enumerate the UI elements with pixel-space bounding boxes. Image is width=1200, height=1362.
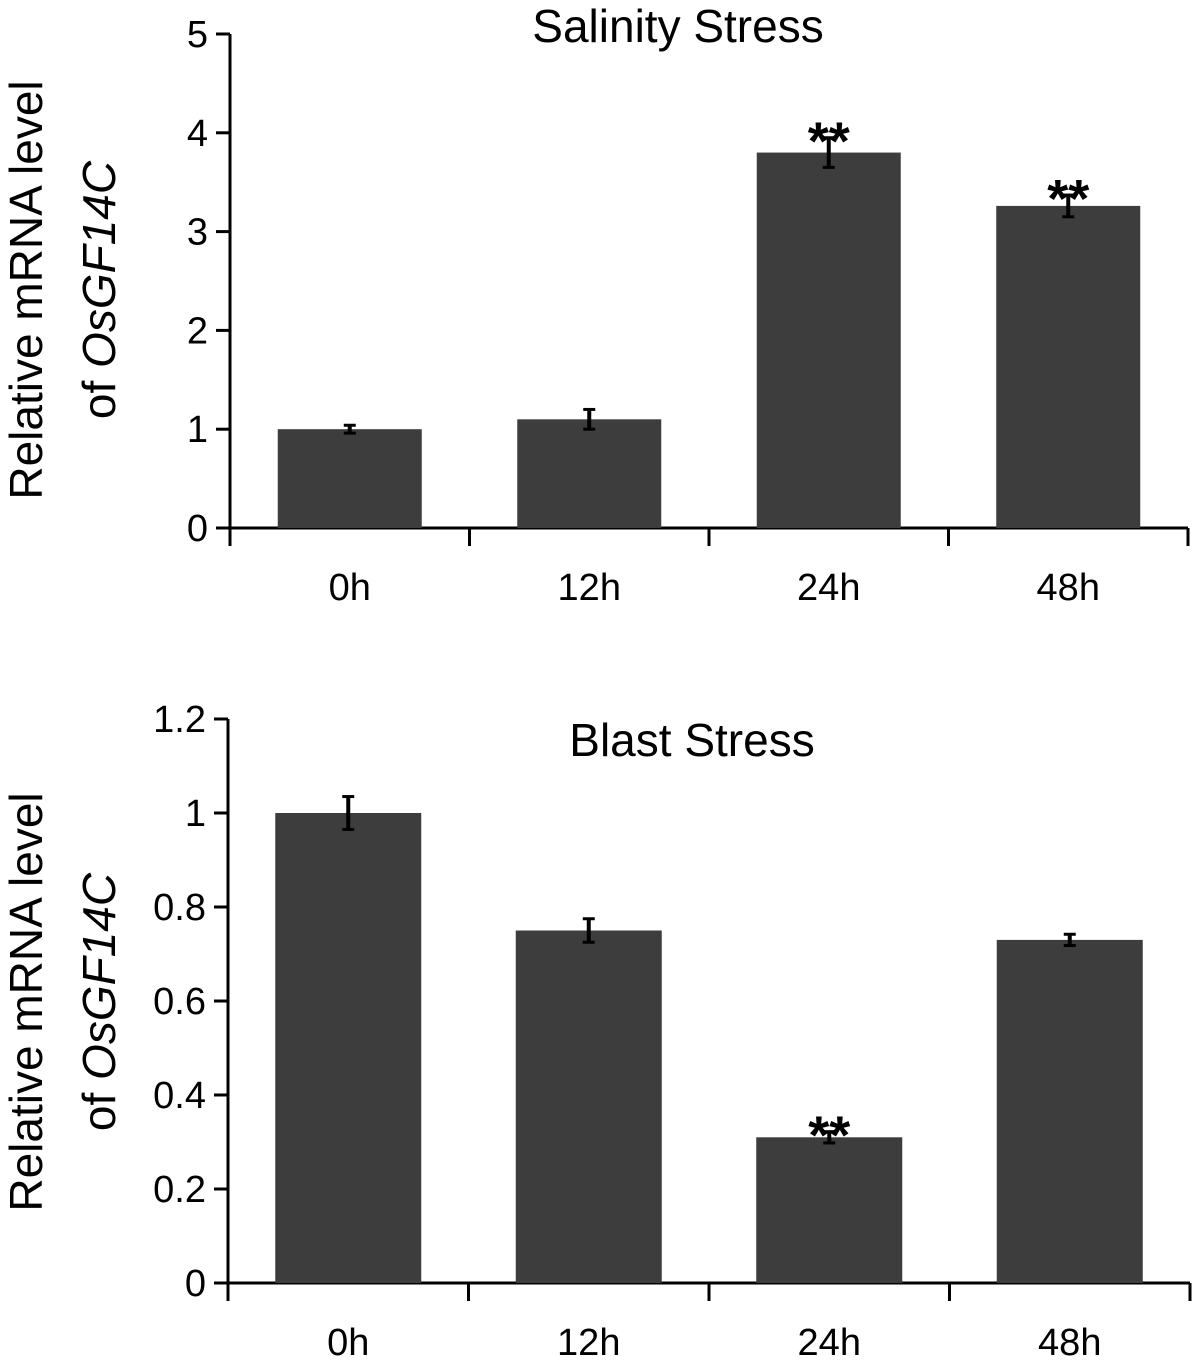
bar-12h bbox=[517, 419, 662, 528]
x-tick-label: 0h bbox=[329, 567, 371, 609]
y-axis-label-line2: of OsGF14C bbox=[73, 160, 125, 419]
y-tick-label: 0.2 bbox=[153, 1169, 206, 1211]
x-tick-label: 24h bbox=[798, 1322, 861, 1362]
bar-48h bbox=[996, 205, 1141, 529]
y-tick-label: 3 bbox=[187, 212, 208, 254]
y-tick-label: 0 bbox=[187, 508, 208, 550]
significance-marker: ** bbox=[808, 1106, 850, 1166]
y-tick-label: 1 bbox=[187, 409, 208, 451]
bar-0h bbox=[275, 813, 422, 1283]
chart-title: Blast Stress bbox=[569, 714, 814, 766]
y-tick-label: 0.8 bbox=[153, 887, 206, 929]
significance-marker: ** bbox=[808, 112, 850, 172]
y-tick-label: 1 bbox=[185, 793, 206, 835]
bar-0h bbox=[277, 429, 422, 528]
y-axis-label-gene: OsGF14C bbox=[73, 160, 125, 368]
x-tick-label: 12h bbox=[557, 1322, 620, 1362]
x-tick-label: 24h bbox=[797, 567, 860, 609]
x-tick-label: 12h bbox=[558, 567, 621, 609]
y-axis-label-line1: Relative mRNA level bbox=[0, 792, 52, 1211]
y-tick-label: 1.2 bbox=[153, 699, 206, 741]
y-axis-label-prefix: of bbox=[73, 368, 125, 419]
x-tick-label: 0h bbox=[327, 1322, 369, 1362]
y-axis-label-gene: OsGF14C bbox=[73, 872, 125, 1080]
bar-24h bbox=[756, 152, 901, 528]
y-tick-label: 0.6 bbox=[153, 981, 206, 1023]
y-tick-label: 0 bbox=[185, 1263, 206, 1305]
y-tick-label: 0.4 bbox=[153, 1075, 206, 1117]
significance-marker: ** bbox=[1047, 169, 1089, 229]
bar-24h bbox=[756, 1137, 903, 1283]
x-tick-label: 48h bbox=[1037, 567, 1100, 609]
bar-12h bbox=[515, 930, 662, 1283]
chart-title: Salinity Stress bbox=[532, 0, 823, 52]
y-tick-label: 5 bbox=[187, 14, 208, 56]
y-tick-label: 4 bbox=[187, 113, 208, 155]
blast-stress-chart: Blast Stress Relative mRNA level of OsGF… bbox=[0, 699, 1192, 1362]
bar-48h bbox=[996, 939, 1143, 1283]
x-tick-label: 48h bbox=[1038, 1322, 1101, 1362]
y-axis-label-line1: Relative mRNA level bbox=[0, 80, 52, 499]
y-tick-label: 2 bbox=[187, 310, 208, 352]
salinity-stress-chart: Salinity Stress Relative mRNA level of O… bbox=[0, 0, 1190, 609]
y-axis-label-line2: of OsGF14C bbox=[73, 872, 125, 1131]
y-axis-label-prefix: of bbox=[73, 1080, 125, 1131]
